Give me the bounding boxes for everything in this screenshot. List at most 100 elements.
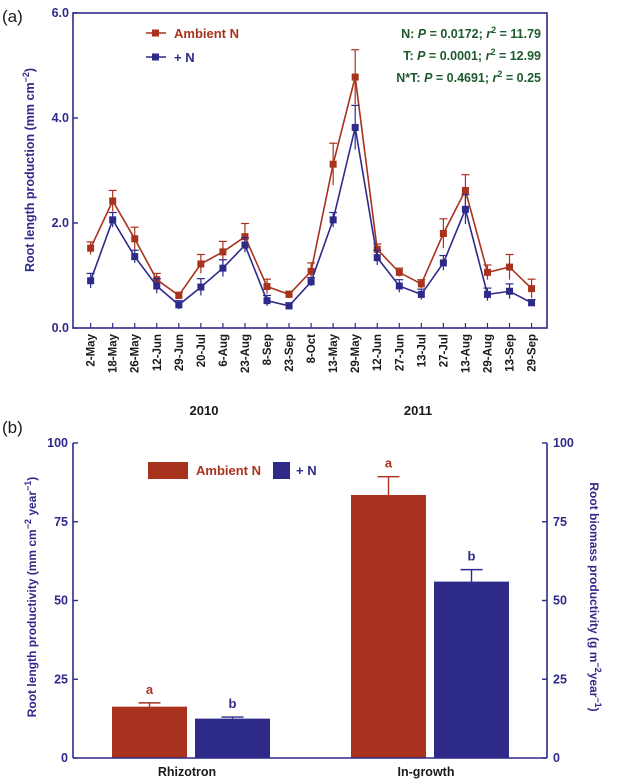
x-tick-label: 26-May xyxy=(130,333,142,373)
left-y-tick-label: 25 xyxy=(54,672,68,686)
data-point-ambient xyxy=(109,197,117,205)
x-tick-label: 27-Jul xyxy=(438,334,450,367)
data-point-ambient xyxy=(175,291,183,299)
data-point-plus-n xyxy=(109,216,117,224)
x-tick-label: 18-May xyxy=(108,333,120,373)
bar-plus-n xyxy=(434,581,509,758)
significance-letter: b xyxy=(229,696,237,711)
bar-ambient xyxy=(112,706,187,758)
stats-line-nt: N*T: P = 0.4691; r2 = 0.25 xyxy=(396,69,541,85)
x-tick-label: 6-Aug xyxy=(218,334,230,367)
right-y-tick-label: 25 xyxy=(553,672,567,686)
right-y-tick-label: 100 xyxy=(553,436,574,450)
panel-a: (a) 0.0 2.0 4.0 6.0 2-May 18-May 26-May 12-Jun… xyxy=(2,6,548,418)
data-point-ambient xyxy=(263,283,271,291)
data-point-plus-n xyxy=(395,282,403,290)
panel-b-legend: Ambient N + N xyxy=(148,462,317,479)
data-point-plus-n xyxy=(417,290,425,298)
x-tick-label: 13-May xyxy=(328,333,340,373)
left-y-tick-label: 75 xyxy=(54,515,68,529)
data-point-ambient xyxy=(131,235,139,243)
x-tick-label: 13-Aug xyxy=(460,334,472,373)
data-point-ambient xyxy=(351,73,359,81)
x-tick-label: 8-Oct xyxy=(306,334,318,364)
legend-label-plus-n: + N xyxy=(174,50,195,65)
year-label-2010: 2010 xyxy=(190,403,219,418)
bar-plus-n xyxy=(195,718,270,758)
data-point-ambient xyxy=(439,230,447,237)
significance-letter: b xyxy=(468,549,476,564)
year-label-2011: 2011 xyxy=(404,403,432,418)
y-tick-label: 0.0 xyxy=(52,321,69,335)
x-tick-label: 8-Sep xyxy=(262,334,274,365)
legend-label-ambient-b: Ambient N xyxy=(196,463,261,478)
data-point-plus-n xyxy=(329,216,337,224)
y-tick-label: 2.0 xyxy=(52,216,69,230)
data-point-plus-n xyxy=(307,278,315,286)
data-point-ambient xyxy=(483,268,491,276)
panel-a-frame xyxy=(72,12,548,329)
right-y-tick-label: 50 xyxy=(553,594,567,608)
data-point-plus-n xyxy=(153,282,161,290)
data-point-plus-n xyxy=(373,254,381,262)
stats-annotations: N: P = 0.0172; r2 = 11.79 T: P = 0.0001;… xyxy=(396,25,541,85)
data-point-ambient xyxy=(395,268,403,276)
stats-line-n: N: P = 0.0172; r2 = 11.79 xyxy=(401,25,541,41)
data-point-plus-n xyxy=(439,259,447,267)
data-point-plus-n xyxy=(131,253,139,261)
left-y-tick-label: 50 xyxy=(54,594,68,608)
x-tick-label: 23-Aug xyxy=(240,334,252,373)
right-y-tick-label: 75 xyxy=(553,515,567,529)
legend-swatch-ambient xyxy=(148,462,188,479)
stats-line-t: T: P = 0.0001; r2 = 12.99 xyxy=(403,47,541,63)
data-point-plus-n xyxy=(506,287,514,295)
data-point-plus-n xyxy=(351,123,359,131)
data-point-ambient xyxy=(417,280,425,288)
data-point-ambient xyxy=(373,245,381,253)
x-tick-label: 20-Jul xyxy=(196,334,208,367)
panel-a-tag: (a) xyxy=(2,7,23,26)
x-tick-label: 13-Sep xyxy=(505,334,517,372)
data-point-plus-n xyxy=(263,297,271,305)
x-tick-label: 29-Jun xyxy=(174,334,186,371)
data-point-ambient xyxy=(285,290,293,298)
data-point-ambient xyxy=(197,260,205,268)
data-point-ambient xyxy=(307,267,315,275)
panel-a-legend: Ambient N + N xyxy=(146,26,239,65)
bar-ambient xyxy=(351,494,426,758)
data-point-ambient xyxy=(219,248,227,256)
x-tick-label: 12-Jun xyxy=(152,334,164,371)
data-point-plus-n xyxy=(461,205,469,213)
panel-b: (b) Rhizotron a b In-growth a b 0 0 25 25 50 50 75 7… xyxy=(2,418,603,779)
right-y-tick-label: 0 xyxy=(553,751,560,765)
data-point-plus-n xyxy=(175,301,183,309)
legend-label-plus-n-b: + N xyxy=(296,463,317,478)
x-tick-label: 29-Aug xyxy=(482,334,494,373)
panel-b-right-y-axis-label: Root biomass productivity (g m−2year−1) xyxy=(587,482,603,711)
data-point-plus-n xyxy=(528,299,536,307)
y-tick-label: 4.0 xyxy=(52,111,69,125)
x-tick-label: 12-Jun xyxy=(372,334,384,371)
left-y-tick-label: 0 xyxy=(61,751,68,765)
legend-swatch-plus-n xyxy=(273,462,290,479)
data-point-ambient xyxy=(329,160,337,168)
panel-b-tag: (b) xyxy=(2,418,23,437)
x-tick-label: 23-Sep xyxy=(284,334,296,372)
data-point-ambient xyxy=(528,285,536,293)
category-label: In-growth xyxy=(398,765,455,779)
legend-marker-plus-n xyxy=(152,53,159,61)
significance-letter: a xyxy=(385,456,393,471)
legend-label-ambient: Ambient N xyxy=(174,26,239,41)
data-point-plus-n xyxy=(241,241,249,249)
legend-marker-ambient xyxy=(152,29,159,37)
significance-letter: a xyxy=(146,682,154,697)
x-tick-label: 13-Jul xyxy=(416,334,428,367)
data-point-plus-n xyxy=(219,264,227,272)
data-point-ambient xyxy=(241,233,249,241)
category-label: Rhizotron xyxy=(158,765,216,779)
left-y-tick-label: 100 xyxy=(47,436,68,450)
x-tick-label: 2-May xyxy=(86,333,98,366)
data-point-plus-n xyxy=(87,277,95,285)
panel-b-left-y-axis-label: Root length productivity (mm cm−2 year−1… xyxy=(23,477,39,718)
